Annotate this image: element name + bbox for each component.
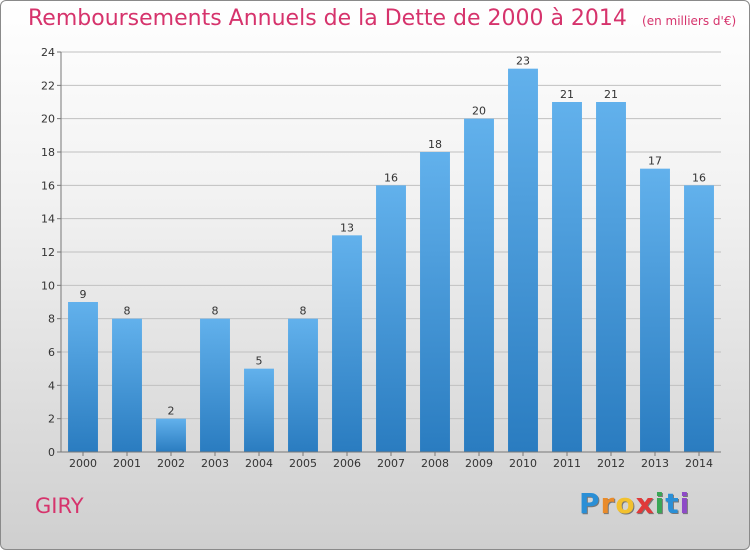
bar-2004 [244,368,274,452]
data-label-2012: 21 [604,88,618,101]
data-label-2002: 2 [168,405,175,418]
x-tick-label-2001: 2001 [113,457,141,470]
data-label-2005: 8 [300,305,307,318]
y-tick-label: 2 [48,413,55,426]
data-label-2009: 20 [472,105,486,118]
chart-title: Remboursements Annuels de la Dette de 20… [28,6,627,31]
x-tick-label-2014: 2014 [685,457,713,470]
axis-layer [57,51,721,456]
bar-2010 [508,68,538,453]
logo-letter: P [579,487,601,520]
y-tick-label: 16 [41,179,55,192]
bar-2012 [596,102,626,452]
logo-letter: x [635,487,655,520]
y-tick-label: 6 [48,346,55,359]
data-label-2008: 18 [428,138,442,151]
y-tick-label: 8 [48,313,55,326]
y-tick-label: 20 [41,113,55,126]
data-label-2013: 17 [648,155,662,168]
data-label-2011: 21 [560,88,574,101]
bar-2003 [200,318,230,452]
logo-letter: i [654,487,666,520]
x-tick-label-2013: 2013 [641,457,669,470]
y-tick-label: 14 [41,213,55,226]
bar-2011 [552,102,582,452]
x-tick-label-2010: 2010 [509,457,537,470]
x-tick-label-2004: 2004 [245,457,273,470]
logo-letter: t [665,487,680,520]
x-tick-label-2002: 2002 [157,457,185,470]
x-tick-label-2000: 2000 [69,457,97,470]
x-tick-label-2006: 2006 [333,457,361,470]
bar-2009 [464,118,494,453]
x-tick-label-2003: 2003 [201,457,229,470]
chart-unit-label: (en milliers d'€) [642,14,737,28]
y-tick-label: 18 [41,146,55,159]
data-label-2007: 16 [384,171,398,184]
x-tick-label-2012: 2012 [597,457,625,470]
bar-2014 [684,185,714,453]
x-tick-label-2011: 2011 [553,457,581,470]
x-tick-label-2009: 2009 [465,457,493,470]
data-label-2001: 8 [124,305,131,318]
city-name: GIRY [35,494,84,518]
bar-2008 [420,152,450,452]
logo-letter: i [679,487,691,520]
data-label-2010: 23 [516,55,530,68]
logo-letter: r [600,487,616,520]
title-row: Remboursements Annuels de la Dette de 20… [28,6,736,31]
y-tick-label: 4 [48,379,55,392]
x-tick-label-2005: 2005 [289,457,317,470]
x-tick-label-2008: 2008 [421,457,449,470]
y-tick-label: 24 [41,46,55,59]
labels-layer: 0246810121416182022249200082001220028200… [41,46,713,470]
data-label-2000: 9 [80,288,87,301]
y-tick-label: 10 [41,279,55,292]
y-tick-label: 12 [41,246,55,259]
data-label-2004: 5 [256,355,263,368]
logo-letter: o [615,487,636,520]
bar-2007 [376,185,406,453]
x-tick-label-2007: 2007 [377,457,405,470]
y-tick-label: 0 [48,446,55,459]
bar-2013 [640,168,670,452]
bar-2000 [68,302,98,452]
bars-layer [68,68,714,453]
bar-2002 [156,418,186,452]
data-label-2006: 13 [340,221,354,234]
y-tick-label: 22 [41,79,55,92]
bar-2006 [332,235,362,452]
bar-2001 [112,318,142,452]
data-label-2014: 16 [692,171,706,184]
bar-2005 [288,318,318,452]
data-label-2003: 8 [212,305,219,318]
proxiti-logo: Proxiti [579,487,690,520]
